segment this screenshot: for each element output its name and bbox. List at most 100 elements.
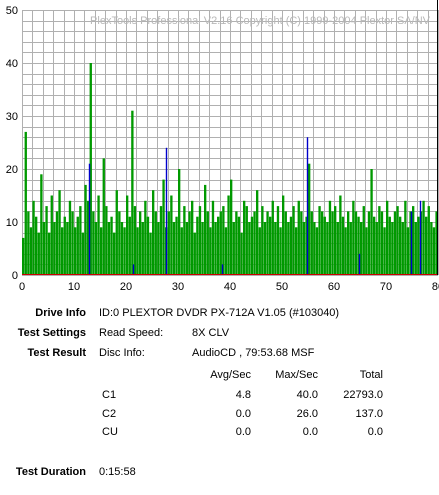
c1-bar	[256, 190, 259, 275]
c1-bar	[386, 200, 389, 275]
c1-bar	[154, 211, 157, 275]
c1-bar	[360, 222, 363, 275]
c1-bar	[100, 227, 103, 275]
c1-bar	[107, 222, 111, 275]
c1-bar	[94, 222, 98, 275]
c1-bar	[328, 200, 332, 275]
c1-bar	[393, 211, 397, 275]
c1-bar	[198, 206, 202, 275]
c1-bar	[237, 216, 241, 275]
c1-bar	[289, 216, 293, 275]
test-duration-value: 0:15:58	[99, 466, 136, 478]
x-tick-label: 40	[224, 281, 236, 293]
c1-bar	[373, 216, 376, 275]
row-c2-max: 26.0	[296, 408, 318, 420]
c1-bar	[250, 216, 254, 275]
c1-bar	[123, 227, 126, 275]
c1-bar	[63, 216, 66, 275]
watermark-text: PlexTools Professional V2.16 Copyright (…	[90, 15, 431, 27]
c1-bar	[258, 227, 261, 275]
c1-bar	[417, 216, 420, 275]
c1-bar	[365, 227, 368, 275]
c1-bar	[219, 211, 222, 275]
disc-info-label: Disc Info:	[99, 347, 145, 359]
row-name-c1: C1	[102, 389, 117, 401]
c1-bar	[35, 216, 38, 275]
c1-bar	[230, 179, 233, 275]
c1-bar	[391, 222, 394, 275]
c1-bar	[139, 211, 142, 275]
c1-bar	[211, 200, 215, 275]
c1-bar	[396, 206, 399, 275]
c1-bar	[126, 195, 129, 275]
col-header-total: Total	[359, 369, 383, 381]
c1-bar	[232, 222, 235, 275]
c1-bar	[344, 227, 347, 275]
c1-bar	[115, 190, 118, 275]
c1-bar	[279, 227, 282, 275]
c1-bar	[141, 222, 144, 275]
c1-bar	[302, 222, 306, 275]
c1-bar	[271, 200, 274, 275]
c1-bar	[235, 211, 238, 275]
c1-bar	[170, 195, 173, 275]
c1-bar	[414, 222, 417, 275]
c1-bar	[321, 211, 324, 275]
c1-bar	[378, 206, 381, 275]
c1-bar	[113, 232, 116, 275]
c1-bar	[175, 216, 178, 275]
row-c2-avg: 0.0	[235, 408, 251, 420]
x-tick-label: 80	[432, 281, 439, 293]
c1-bar	[146, 216, 150, 275]
c1-bar	[188, 211, 191, 275]
x-tick-label: 50	[276, 281, 288, 293]
c1-bar	[305, 216, 308, 275]
c1-bar	[310, 211, 313, 275]
c1-bar	[435, 211, 438, 275]
col-header-max: Max/Sec	[275, 369, 318, 381]
y-tick-label: 40	[6, 58, 18, 70]
x-tick-label: 10	[68, 281, 80, 293]
c1-bar	[209, 227, 212, 275]
c1-bar	[149, 232, 152, 275]
c1-bar	[425, 216, 428, 275]
c1-bar	[341, 216, 345, 275]
c1-bar	[55, 211, 59, 275]
c1-bar	[185, 222, 189, 275]
c1-bar	[40, 174, 43, 275]
drive-info-label: Drive Info	[35, 307, 86, 319]
c1-bar	[282, 195, 285, 275]
c1-bar	[367, 211, 371, 275]
col-header-avg: Avg/Sec	[210, 369, 251, 381]
row-cu-avg: 0.0	[235, 426, 251, 438]
c1-bar	[193, 232, 196, 275]
c1-bar	[89, 63, 92, 275]
c1-bar	[42, 222, 46, 275]
c1-bar	[409, 211, 412, 275]
row-c1-max: 40.0	[296, 389, 318, 401]
c1-bar	[81, 232, 85, 275]
c1-bar	[183, 206, 186, 275]
c1-bar	[406, 227, 410, 275]
y-tick-label: 10	[6, 217, 18, 229]
c1-bar	[118, 211, 121, 275]
c1-bar	[24, 131, 27, 275]
x-tick-label: 0	[19, 281, 25, 293]
c1-bar	[412, 206, 415, 275]
c1-bar	[336, 222, 339, 275]
disc-info-value: AudioCD , 79:53.68 MSF	[192, 347, 315, 359]
c1-bar	[222, 206, 225, 275]
c1-bar	[354, 211, 358, 275]
c1-bar	[266, 211, 269, 275]
row-c1-total: 22793.0	[343, 389, 383, 401]
c1-bar	[157, 222, 160, 275]
c1-bar	[297, 200, 300, 275]
x-tick-label: 60	[328, 281, 340, 293]
c1-bar	[227, 195, 230, 275]
y-tick-label: 30	[6, 111, 18, 123]
c1-bar	[432, 227, 436, 275]
test-result-label: Test Result	[27, 347, 86, 359]
row-name-c2: C2	[102, 408, 117, 420]
c1-bar	[357, 216, 360, 275]
c1-bar	[323, 216, 326, 275]
